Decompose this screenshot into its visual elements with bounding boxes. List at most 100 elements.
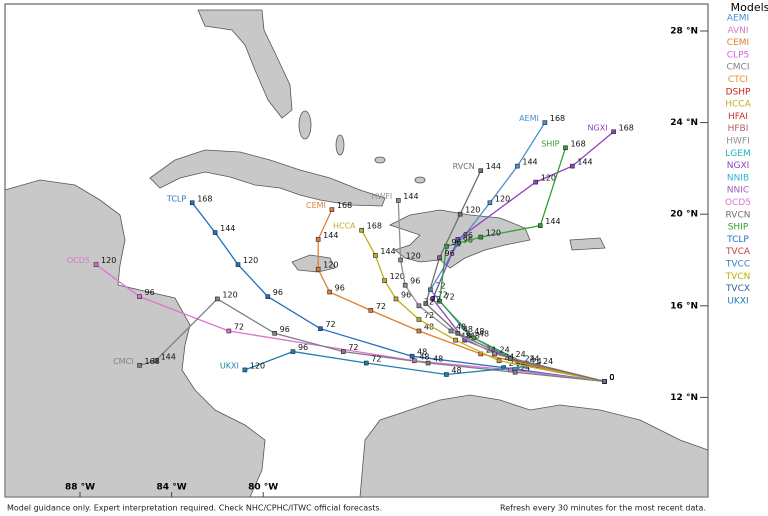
- track-point: [416, 303, 422, 309]
- legend-entry: TVCX: [725, 284, 750, 294]
- forecast-hour: 120: [250, 361, 265, 370]
- legend-entry: CMCI: [727, 63, 750, 73]
- legend-entry: TVCC: [725, 260, 750, 270]
- forecast-hour: 0: [609, 373, 614, 382]
- cuba: [149, 149, 386, 207]
- track-point: [533, 179, 539, 185]
- bahamas: [374, 156, 386, 164]
- track-point: [478, 168, 484, 173]
- track-point: [515, 163, 520, 169]
- track-point: [215, 296, 220, 302]
- legend-title: Models: [731, 1, 768, 14]
- central-america: [4, 179, 266, 498]
- forecast-hour: 144: [522, 158, 537, 167]
- forecast-hour: 144: [545, 217, 560, 226]
- forecast-hour: 72: [348, 343, 358, 352]
- track-point: [393, 296, 399, 302]
- track-point: [611, 129, 616, 135]
- legend-entry: CTCI: [728, 75, 748, 85]
- forecast-hour: 48: [433, 355, 443, 364]
- track-point: [235, 262, 241, 267]
- legend-entry: HFBI: [728, 124, 749, 134]
- track-point: [471, 335, 477, 341]
- forecast-hour: 72: [371, 355, 381, 364]
- forecast-hour: 144: [323, 231, 338, 240]
- forecast-hour: 48: [463, 325, 473, 334]
- forecast-hour: 72: [445, 293, 455, 302]
- track-point: [478, 234, 484, 240]
- forecast-hour: 48: [419, 352, 429, 361]
- forecast-hour: 96: [451, 238, 461, 247]
- track-point: [396, 198, 401, 203]
- forecast-hour: 120: [486, 229, 501, 238]
- forecast-hour: 144: [577, 158, 592, 167]
- track-point: [508, 356, 513, 361]
- lon-label: 80 °W: [248, 483, 278, 493]
- track-point: [425, 360, 431, 366]
- footer-note: Model guidance only. Expert interpretati…: [7, 504, 382, 513]
- track-line: [191, 202, 605, 383]
- track-model-label: CMCI: [113, 357, 133, 366]
- legend-entry: CEMI: [727, 38, 749, 48]
- legend-entry: OCD5: [725, 198, 751, 208]
- track-point: [137, 363, 142, 368]
- lat-label: 20 °N: [670, 210, 698, 220]
- lon-label: 84 °W: [157, 483, 187, 493]
- track-model-label: CEMI: [306, 201, 326, 210]
- track-point: [423, 301, 429, 306]
- forecast-hour: 24: [499, 345, 509, 354]
- forecast-hour: 0: [609, 373, 614, 382]
- forecast-hour: 48: [451, 366, 461, 375]
- forecast-hour: 168: [570, 139, 585, 148]
- forecast-hour: 120: [243, 256, 258, 265]
- forecast-hour: 48: [417, 348, 427, 357]
- track-point: [570, 163, 575, 169]
- forecast-hour: 144: [161, 352, 176, 361]
- legend-entry: AVNI: [727, 26, 748, 36]
- track-point: [416, 317, 422, 322]
- track-point: [327, 289, 332, 295]
- track-point: [430, 296, 435, 302]
- forecast-hour: 120: [406, 252, 421, 261]
- track-point: [416, 328, 422, 334]
- forecast-hour: 72: [325, 320, 335, 329]
- forecast-hour: 48: [474, 327, 484, 336]
- forecast-hour: 144: [486, 162, 501, 171]
- track-point: [437, 298, 442, 304]
- forecast-hour: 168: [619, 123, 634, 132]
- track-point: [359, 227, 364, 233]
- track-line: [139, 298, 605, 383]
- forecast-hour: 96: [298, 343, 308, 352]
- forecast-hour: 168: [337, 201, 352, 210]
- track-point: [453, 337, 458, 343]
- forecast-hour: 96: [335, 284, 345, 293]
- track-point: [226, 328, 232, 334]
- forecast-hour: 120: [101, 256, 116, 265]
- track-point: [563, 145, 568, 151]
- bahamas: [414, 176, 426, 184]
- track-point: [93, 262, 99, 267]
- legend-entry: NNIC: [727, 186, 749, 196]
- legend-entry: AEMI: [727, 14, 749, 24]
- forecast-hour: 168: [145, 357, 160, 366]
- track-point: [512, 369, 518, 375]
- forecast-hour: 48: [424, 322, 434, 331]
- forecast-hour: 48: [456, 322, 466, 331]
- lat-label: 24 °N: [670, 118, 698, 128]
- track-model-label: TCLP: [166, 194, 186, 203]
- forecast-hour: 24: [516, 361, 526, 370]
- forecast-hour: 0: [609, 373, 614, 382]
- track-model-label: HWFI: [371, 192, 392, 201]
- forecast-hour: 96: [273, 288, 283, 297]
- track-point: [455, 330, 461, 336]
- forecast-hour: 24: [520, 364, 530, 373]
- forecast-hour: 0: [609, 373, 614, 382]
- legend-entry: HFAI: [728, 112, 748, 122]
- forecast-hour: 24: [529, 355, 539, 364]
- track-point: [437, 255, 442, 261]
- track-point: [341, 349, 346, 354]
- track-model-label: AEMI: [519, 114, 539, 123]
- lat-label: 28 °N: [670, 27, 698, 37]
